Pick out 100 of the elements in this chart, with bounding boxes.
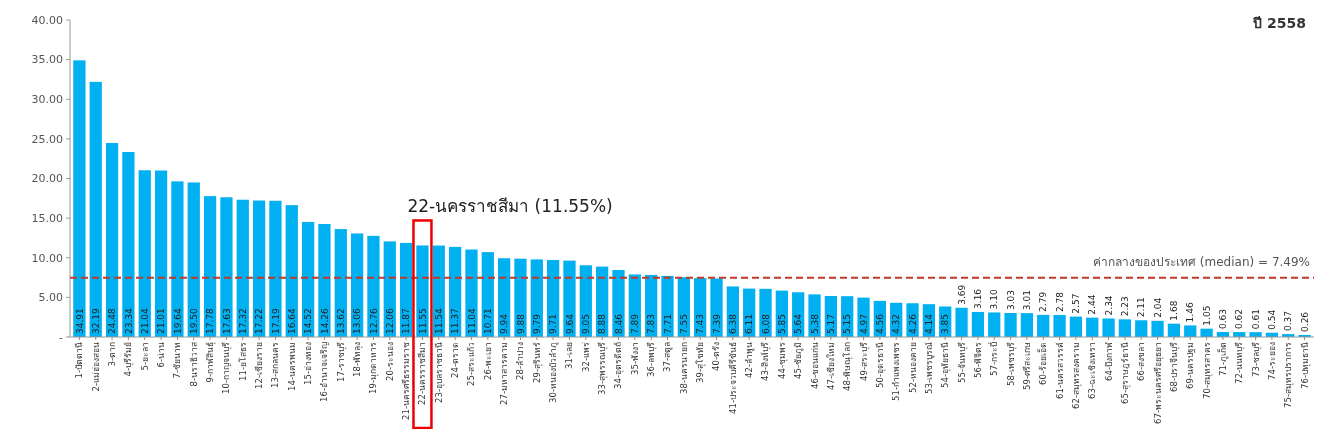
data-label: 7.55 — [678, 313, 689, 334]
bar — [203, 196, 217, 337]
bar — [563, 260, 576, 337]
data-label: 9.05 — [580, 313, 591, 334]
bar — [612, 269, 625, 337]
x-tick-label: 18-พัทลุง — [352, 342, 364, 377]
data-label: 3.69 — [956, 284, 967, 305]
bar — [1069, 316, 1083, 337]
data-label: 17.19 — [270, 307, 281, 334]
x-tick-label: 29-สุรินทร์ — [531, 342, 543, 383]
x-tick-label: 55-จันทบุรี — [956, 342, 968, 383]
x-tick-label: 24-ตราด — [450, 342, 461, 378]
y-tick-label: 30.00 — [31, 93, 63, 107]
data-label: 12.76 — [368, 307, 379, 334]
x-tick-label: 32-แพร่ — [580, 342, 591, 372]
data-label: 9.79 — [531, 313, 542, 334]
data-label: 17.78 — [205, 307, 216, 334]
data-label: 6.11 — [744, 313, 755, 334]
bar — [661, 275, 674, 337]
x-tick-label: 58-เพชรบุรี — [1005, 342, 1017, 386]
y-tick-label: 25.00 — [31, 132, 63, 146]
data-label: 3.10 — [989, 289, 1000, 310]
bar — [971, 311, 985, 337]
data-label: 0.54 — [1267, 309, 1278, 330]
data-label: 4.14 — [924, 313, 935, 334]
bar — [138, 170, 151, 337]
bar — [465, 249, 478, 337]
bar — [1086, 317, 1099, 337]
data-label: 23.34 — [123, 307, 134, 334]
x-tick-label: 73-ชลบุรี — [1250, 342, 1262, 377]
x-tick-label: 65-สุราษฎร์ธานี — [1119, 342, 1131, 404]
x-tick-label: 23-อุบลราชธานี — [433, 342, 445, 403]
x-tick-label: 3-ตาก — [107, 342, 118, 367]
data-label: 2.44 — [1087, 294, 1098, 315]
x-tick-label: 39-สุโขทัย — [695, 342, 707, 383]
data-label: 1.68 — [1169, 300, 1180, 321]
bar — [1004, 312, 1017, 337]
x-tick-label: 60-ร้อยเอ็ด — [1037, 342, 1049, 385]
annotation: ปี 2558 — [1252, 15, 1306, 31]
x-tick-label: 31-เลย — [564, 342, 575, 369]
x-tick-label: 50-อุดรธานี — [874, 342, 886, 388]
x-tick-label: 12-เชียงราย — [254, 342, 265, 389]
data-label: 2.04 — [1152, 297, 1163, 318]
data-label: 10.71 — [482, 308, 493, 334]
data-label: 14.26 — [319, 307, 330, 334]
bar — [285, 205, 298, 337]
data-label: 8.88 — [597, 313, 608, 334]
x-tick-label: 46-ขอนแก่น — [809, 342, 820, 389]
bar — [154, 170, 168, 337]
x-tick-label: 37-สตูล — [662, 342, 674, 372]
data-label: 11.87 — [401, 308, 412, 334]
data-label: 14.52 — [303, 308, 314, 334]
x-tick-label: 16-อำนาจเจริญ — [319, 342, 330, 402]
data-label: 9.64 — [564, 313, 575, 334]
x-tick-label: 62-สมุทรสงคราม — [1070, 342, 1082, 409]
x-tick-label: 70-สมุทรสาคร — [1201, 342, 1213, 399]
bar — [1053, 314, 1066, 337]
bar — [988, 312, 1001, 337]
y-tick-label: 10.00 — [31, 251, 63, 265]
x-tick-label: 19-มุกดาหาร — [368, 342, 380, 394]
bar — [1151, 320, 1164, 337]
x-tick-label: 42-ลำพูน — [744, 342, 756, 378]
data-label: 7.89 — [629, 313, 640, 334]
data-label: 9.88 — [515, 313, 526, 334]
x-tick-label: 15-อ่างทอง — [303, 342, 314, 385]
data-label: 5.64 — [793, 313, 804, 334]
ref-line-label: ค่ากลางของประเทศ (median) = 7.49% — [1093, 254, 1310, 269]
x-tick-label: 30-หนองบัวลำภู — [548, 342, 560, 403]
data-label: 3.01 — [1022, 290, 1033, 311]
x-tick-label: 20-ระนอง — [384, 342, 395, 381]
bar — [220, 197, 233, 337]
data-label: 19.50 — [188, 307, 199, 334]
data-label: 2.11 — [1136, 297, 1147, 318]
data-label: 11.55 — [417, 308, 428, 334]
x-tick-label: 61-นครสวรรค์ — [1054, 342, 1065, 399]
y-tick-label: 35.00 — [31, 53, 63, 67]
data-label: 0.37 — [1283, 311, 1294, 332]
x-tick-label: 45-ชัยภูมิ — [793, 342, 805, 379]
x-tick-label: 28-ลำปาง — [515, 342, 526, 380]
bar — [301, 221, 315, 337]
data-label: 19.64 — [172, 307, 183, 334]
bar — [105, 143, 119, 337]
y-tick-label: - — [59, 330, 64, 344]
bar — [1184, 325, 1197, 337]
x-tick-label: 27-มหาสารคาม — [499, 342, 510, 405]
x-tick-label: 5-ยะลา — [139, 342, 150, 371]
data-label: 11.54 — [433, 307, 444, 334]
x-tick-label: 13-สกลนคร — [270, 342, 281, 388]
x-tick-label: 49-สระบุรี — [858, 342, 870, 381]
x-tick-label: 25-สระแก้ว — [466, 342, 477, 386]
x-tick-label: 67-พระนครศรีอยุธยา — [1152, 342, 1164, 424]
x-tick-label: 44-ชุมพร — [776, 342, 788, 379]
x-tick-label: 36-ลพบุรี — [646, 342, 658, 377]
data-label: 6.38 — [727, 313, 738, 334]
x-tick-label: 51-กำแพงเพชร — [891, 342, 902, 401]
bar — [955, 307, 968, 337]
x-tick-label: 35-พังงา — [629, 342, 640, 375]
data-label: 4.26 — [907, 313, 918, 334]
data-label: 34.91 — [74, 308, 85, 334]
data-label: 11.04 — [466, 307, 477, 334]
